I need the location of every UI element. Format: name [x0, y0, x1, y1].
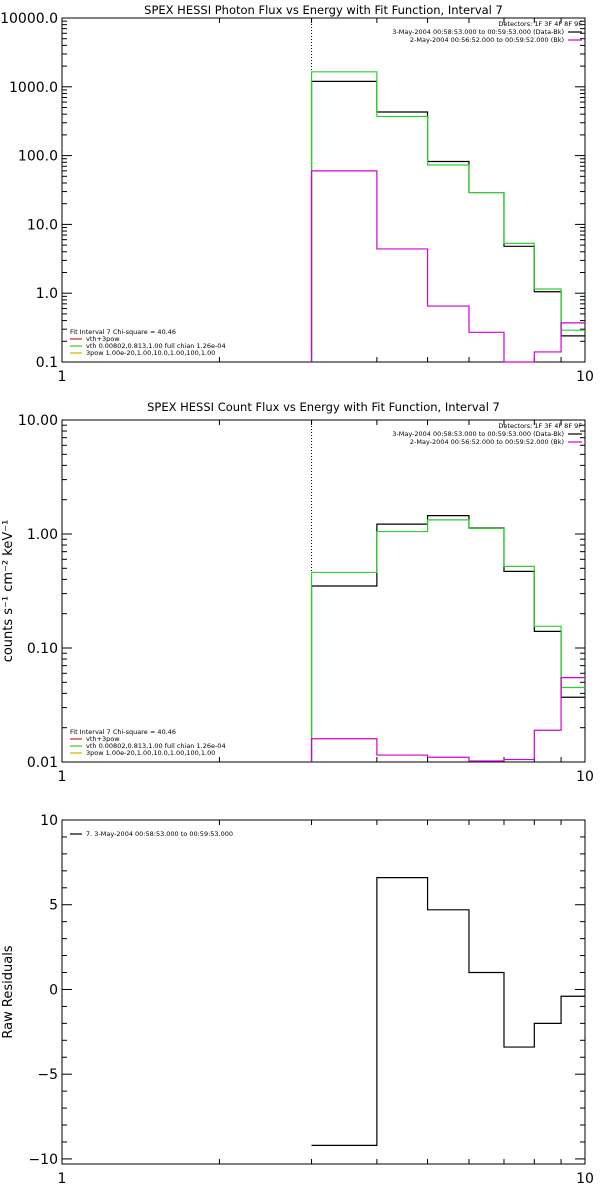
chart-title: SPEX HESSI Count Flux vs Energy with Fit… — [147, 400, 500, 414]
y-tick-label: 0.1 — [36, 355, 58, 371]
fit-legend-label: vth+3pow — [86, 735, 120, 743]
fit-legend-label: 3pow 1.00e-20,1.00,10.0,1.00,100,1.00 — [86, 749, 215, 757]
legend-header: Detectors: 1F 3F 4F 8F 9F — [498, 20, 582, 28]
legend-entry-label: 3-May-2004 00:58:53.000 to 00:59:53.000 … — [392, 28, 564, 36]
plot-frame — [61, 419, 586, 763]
series-magenta-step — [310, 170, 585, 363]
series-magenta-step — [310, 676, 585, 762]
series-black-step — [311, 877, 585, 1146]
y-tick-label: 0.01 — [27, 755, 58, 771]
plot-frame — [61, 17, 586, 363]
x-tick-label: 10 — [576, 1171, 594, 1187]
x-tick-label: 1 — [58, 369, 67, 385]
legend-entry-label: 2-May-2004 00:56:52.000 to 00:59:52.000 … — [410, 36, 564, 44]
fit-legend-label: vth 0.00802,0.813,1.00 full chian 1.26e-… — [86, 742, 226, 750]
series-green-step — [310, 71, 585, 362]
y-axis-label: Raw Residuals — [1, 945, 16, 1038]
y-tick-label: 1.00 — [27, 527, 58, 543]
y-tick-label: 10000.0 — [0, 11, 58, 27]
y-tick-label: −10 — [28, 1152, 58, 1168]
fit-legend-label: vth 0.00802,0.813,1.00 full chian 1.26e-… — [86, 342, 226, 350]
chart-panel-1: SPEX HESSI Photon Flux vs Energy with Fi… — [0, 3, 594, 385]
x-tick-label: 10 — [576, 769, 594, 785]
chart-panel-3: Raw Residuals 1 10 10 5 0 −5 −10 7. 3-May-2004 0… — [1, 813, 594, 1187]
plot-frame — [61, 819, 586, 1165]
legend-entry-label: 2-May-2004 00:56:52.000 to 00:59:52.000 … — [410, 438, 564, 446]
y-tick-label: 5 — [49, 898, 58, 914]
y-tick-label: 10.00 — [18, 413, 58, 429]
y-tick-label: 1000.0 — [9, 80, 58, 96]
y-axis-label: counts s⁻¹ cm⁻² keV⁻¹ — [1, 520, 16, 663]
y-tick-label: −5 — [37, 1067, 58, 1083]
y-tick-label: 0 — [49, 982, 58, 998]
legend-entry-label: 7. 3-May-2004 00:58:53.000 to 00:59:53.0… — [86, 830, 233, 838]
series-black-step — [310, 515, 585, 762]
fit-legend-label: 3pow 1.00e-20,1.00,10.0,1.00,100,1.00 — [86, 349, 215, 357]
x-tick-label: 10 — [576, 369, 594, 385]
legend-header: Detectors: 1F 3F 4F 8F 9F — [498, 422, 582, 430]
legend-entry-label: 3-May-2004 00:58:53.000 to 00:59:53.000 … — [392, 430, 564, 438]
y-tick-label: 10.0 — [27, 217, 58, 233]
chart-title: SPEX HESSI Photon Flux vs Energy with Fi… — [144, 3, 503, 17]
chart-panel-2: SPEX HESSI Count Flux vs Energy with Fit… — [1, 400, 594, 785]
y-tick-label: 10 — [40, 813, 58, 829]
y-tick-label: 100.0 — [18, 149, 58, 165]
y-tick-label: 0.10 — [27, 641, 58, 657]
x-tick-label: 1 — [58, 1171, 67, 1187]
series-green-step — [310, 519, 585, 762]
series-black-step — [310, 80, 585, 362]
fit-legend-header: Fit Interval 7 Chi-square = 40.46 — [70, 328, 176, 336]
fit-legend-label: vth+3pow — [86, 335, 120, 343]
y-tick-label: 1.0 — [36, 286, 58, 302]
x-tick-label: 1 — [58, 769, 67, 785]
fit-legend-header: Fit Interval 7 Chi-square = 40.46 — [70, 728, 176, 736]
